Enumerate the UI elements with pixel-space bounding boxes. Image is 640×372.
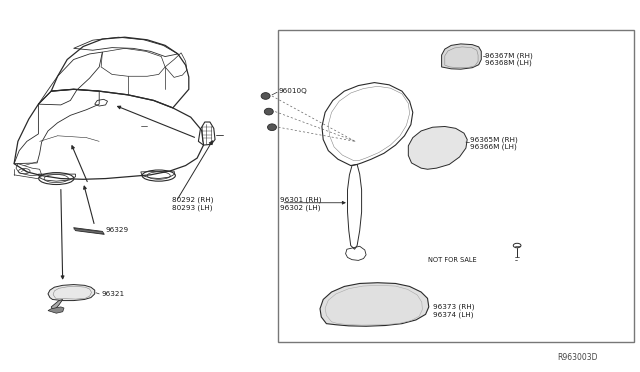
Polygon shape (51, 299, 63, 310)
Text: 96301 (RH): 96301 (RH) (280, 197, 322, 203)
Text: 96374 (LH): 96374 (LH) (433, 311, 473, 318)
Ellipse shape (446, 50, 450, 52)
Text: 96373 (RH): 96373 (RH) (433, 304, 474, 310)
Polygon shape (48, 285, 95, 301)
Ellipse shape (473, 61, 477, 64)
Text: 96010Q: 96010Q (278, 88, 307, 94)
Text: 96366M (LH): 96366M (LH) (470, 144, 517, 150)
Polygon shape (442, 44, 481, 69)
Text: 80292 (RH): 80292 (RH) (172, 197, 213, 203)
Ellipse shape (446, 61, 450, 64)
Text: 80293 (LH): 80293 (LH) (172, 204, 212, 211)
Polygon shape (408, 126, 467, 169)
Text: 96329: 96329 (106, 227, 129, 233)
FancyBboxPatch shape (278, 30, 634, 342)
Polygon shape (74, 228, 104, 234)
Ellipse shape (268, 124, 276, 131)
Text: 96367M (RH): 96367M (RH) (485, 52, 533, 59)
Text: NOT FOR SALE: NOT FOR SALE (428, 257, 476, 263)
Text: 96321: 96321 (101, 291, 124, 297)
Text: 96365M (RH): 96365M (RH) (470, 136, 518, 143)
Polygon shape (320, 283, 429, 326)
Text: 96302 (LH): 96302 (LH) (280, 204, 321, 211)
Text: R963003D: R963003D (557, 353, 597, 362)
Polygon shape (48, 307, 64, 313)
Text: 96368M (LH): 96368M (LH) (485, 60, 532, 67)
Ellipse shape (473, 50, 477, 52)
Ellipse shape (261, 93, 270, 99)
Ellipse shape (264, 108, 273, 115)
